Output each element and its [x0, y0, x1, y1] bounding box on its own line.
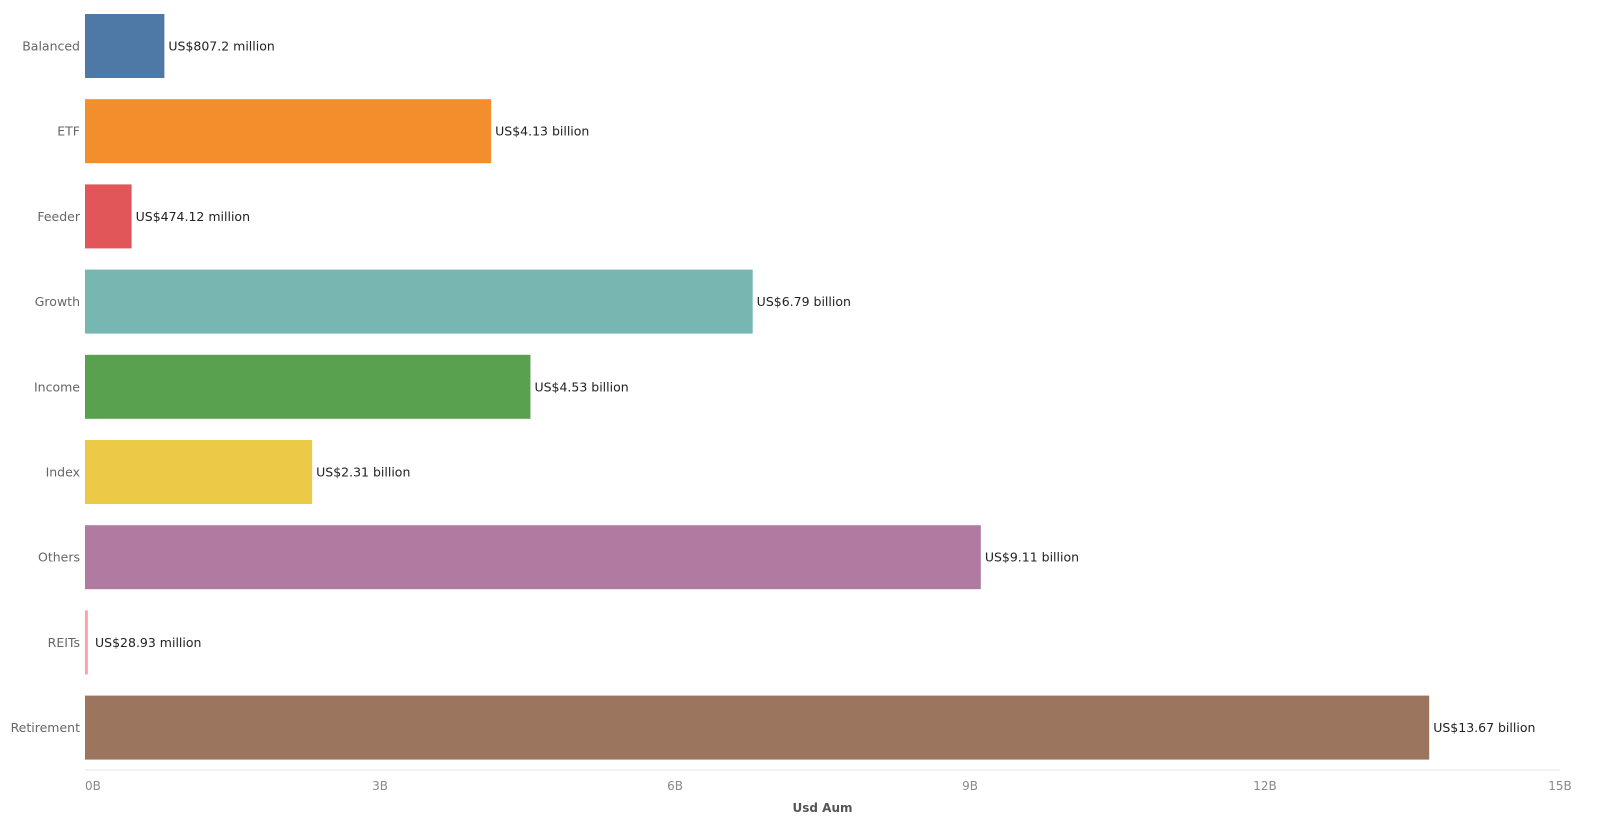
- data-label-retirement: US$13.67 billion: [1433, 720, 1535, 735]
- bar-income[interactable]: [85, 354, 531, 419]
- category-label-growth: Growth: [35, 294, 80, 309]
- x-axis-title: Usd Aum: [793, 801, 853, 815]
- category-label-balanced: Balanced: [22, 39, 80, 54]
- category-label-reits: REITs: [48, 635, 80, 650]
- bar-retirement[interactable]: [85, 695, 1430, 760]
- x-tick-label-3b: 3B: [372, 779, 388, 793]
- data-label-reits: US$28.93 million: [95, 635, 201, 650]
- category-labels-group: Balanced ETF Feeder Growth Income Index Others…: [11, 39, 81, 736]
- data-label-others: US$9.11 billion: [985, 550, 1079, 565]
- x-tick-label-12b: 12B: [1253, 779, 1277, 793]
- data-labels-group: US$807.2 million US$4.13 billion US$474.12…: [95, 39, 1535, 736]
- category-label-feeder: Feeder: [37, 209, 81, 224]
- bar-reits[interactable]: [85, 610, 88, 675]
- category-label-retirement: Retirement: [11, 720, 81, 735]
- category-label-income: Income: [34, 379, 80, 394]
- data-label-feeder: US$474.12 million: [136, 209, 250, 224]
- x-tick-label-15b: 15B: [1548, 779, 1572, 793]
- bar-etf[interactable]: [85, 99, 492, 164]
- bar-growth[interactable]: [85, 269, 753, 334]
- x-axis-ticks-group: 0B 3B 6B 9B 12B 15B: [85, 779, 1572, 793]
- bar-balanced[interactable]: [85, 14, 165, 78]
- category-label-etf: ETF: [57, 124, 80, 139]
- category-label-index: Index: [46, 465, 80, 480]
- x-tick-label-9b: 9B: [962, 779, 978, 793]
- data-label-balanced: US$807.2 million: [168, 39, 274, 54]
- x-tick-label-6b: 6B: [667, 779, 683, 793]
- data-label-index: US$2.31 billion: [316, 465, 410, 480]
- bar-index[interactable]: [85, 440, 313, 504]
- x-tick-label-0b: 0B: [85, 779, 101, 793]
- bar-others[interactable]: [85, 525, 981, 590]
- data-label-income: US$4.53 billion: [534, 379, 628, 394]
- bar-feeder[interactable]: [85, 184, 132, 249]
- data-label-etf: US$4.13 billion: [495, 124, 589, 139]
- category-label-others: Others: [38, 550, 80, 565]
- bars-group: [85, 14, 1430, 760]
- data-label-growth: US$6.79 billion: [757, 294, 851, 309]
